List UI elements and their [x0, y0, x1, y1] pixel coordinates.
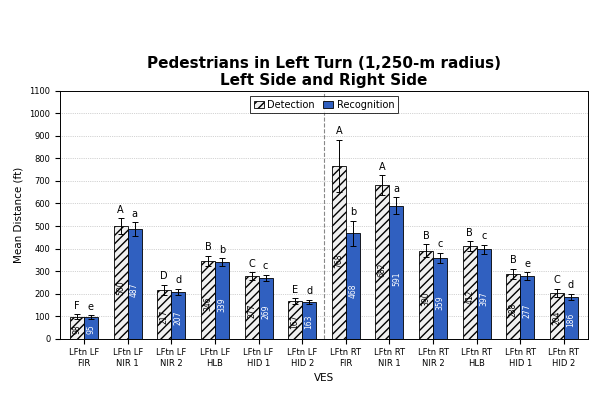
Text: 768: 768: [334, 254, 343, 268]
Bar: [201, 261, 215, 339]
Text: F: F: [74, 301, 80, 311]
Text: D: D: [160, 271, 168, 281]
Text: b: b: [350, 207, 356, 218]
Bar: [477, 249, 491, 339]
Bar: [245, 276, 259, 339]
Bar: [564, 297, 578, 339]
Text: 98: 98: [73, 324, 82, 334]
Text: 682: 682: [378, 262, 387, 277]
Text: a: a: [131, 209, 137, 219]
Text: 217: 217: [160, 309, 169, 324]
Text: e: e: [88, 302, 94, 312]
Text: 390: 390: [422, 292, 431, 306]
Text: c: c: [481, 231, 487, 241]
Text: C: C: [248, 259, 255, 269]
Bar: [113, 226, 128, 339]
Bar: [506, 274, 520, 339]
Text: d: d: [568, 280, 574, 290]
Title: Pedestrians in Left Turn (1,250-m radius)
Left Side and Right Side: Pedestrians in Left Turn (1,250-m radius…: [147, 56, 501, 88]
Text: 204: 204: [553, 311, 562, 325]
Text: A: A: [118, 205, 124, 215]
Bar: [332, 166, 346, 339]
Bar: [302, 302, 316, 339]
Bar: [157, 290, 171, 339]
Text: 95: 95: [86, 324, 95, 334]
Bar: [550, 293, 564, 339]
Text: E: E: [292, 285, 298, 295]
Text: 359: 359: [436, 295, 445, 310]
Text: C: C: [554, 275, 560, 285]
Bar: [376, 185, 389, 339]
Bar: [215, 262, 229, 339]
Text: 412: 412: [465, 290, 474, 304]
Bar: [419, 251, 433, 339]
Bar: [259, 278, 272, 339]
Text: B: B: [423, 231, 430, 241]
Bar: [128, 229, 142, 339]
Bar: [84, 317, 98, 339]
Text: 277: 277: [523, 303, 532, 318]
Text: a: a: [394, 184, 400, 194]
Text: A: A: [335, 126, 342, 136]
Legend: Detection, Recognition: Detection, Recognition: [250, 96, 398, 114]
Text: c: c: [437, 240, 443, 249]
Text: A: A: [379, 161, 386, 171]
Text: B: B: [466, 228, 473, 237]
Text: 277: 277: [247, 303, 256, 318]
Y-axis label: Mean Distance (ft): Mean Distance (ft): [14, 166, 24, 263]
Text: B: B: [510, 256, 517, 266]
Bar: [389, 206, 403, 339]
X-axis label: VES: VES: [314, 373, 334, 383]
Text: 207: 207: [174, 311, 183, 325]
Text: 339: 339: [217, 297, 226, 311]
Text: 500: 500: [116, 281, 125, 295]
Text: 346: 346: [203, 296, 212, 311]
Text: e: e: [524, 259, 530, 269]
Text: 468: 468: [348, 284, 358, 299]
Bar: [171, 292, 185, 339]
Text: 269: 269: [261, 304, 270, 319]
Text: 186: 186: [566, 313, 575, 327]
Bar: [463, 246, 477, 339]
Bar: [520, 276, 535, 339]
Bar: [433, 258, 447, 339]
Bar: [346, 233, 360, 339]
Bar: [288, 301, 302, 339]
Text: B: B: [205, 242, 211, 252]
Text: 397: 397: [479, 291, 488, 306]
Bar: [70, 317, 84, 339]
Text: 163: 163: [305, 315, 314, 330]
Text: 167: 167: [290, 314, 300, 329]
Text: 591: 591: [392, 271, 401, 286]
Text: b: b: [219, 245, 225, 255]
Text: 288: 288: [509, 302, 518, 317]
Text: 487: 487: [130, 282, 139, 297]
Text: d: d: [175, 275, 181, 285]
Text: c: c: [263, 261, 268, 271]
Text: d: d: [306, 286, 312, 296]
